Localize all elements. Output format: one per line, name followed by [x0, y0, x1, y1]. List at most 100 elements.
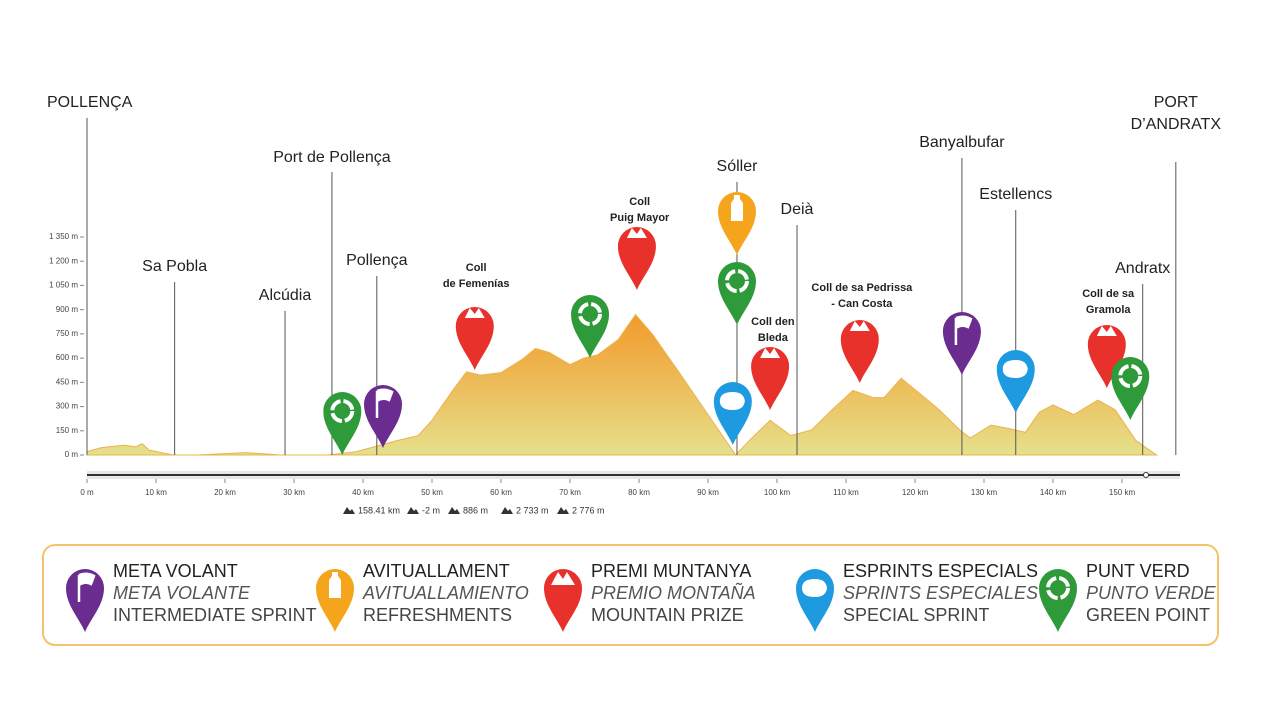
- x-tick-label: 30 km: [283, 488, 305, 497]
- x-tick-label: 50 km: [421, 488, 443, 497]
- y-tick-label: 600 m: [56, 353, 79, 362]
- x-tick-label: 80 km: [628, 488, 650, 497]
- y-tick-label: 0 m: [65, 450, 79, 459]
- sprint-icon: [802, 579, 827, 597]
- pin-body: [840, 320, 879, 383]
- elevation-area: [86, 313, 1159, 456]
- mountain-icon: [849, 321, 870, 331]
- pin-body: [455, 307, 494, 370]
- x-tick-label: 60 km: [490, 488, 512, 497]
- stat-label: 158.41 km: [358, 505, 400, 515]
- y-tick-label: 450 m: [56, 377, 79, 386]
- stat-icon: [501, 507, 513, 514]
- mountain-icon: [1096, 326, 1117, 336]
- stat-icon: [343, 507, 355, 514]
- pin-body: [1111, 357, 1150, 420]
- legend-text: INTERMEDIATE SPRINT: [113, 605, 317, 625]
- recycle-icon: [1118, 364, 1143, 388]
- pin-body: [571, 295, 610, 358]
- climb-label: Puig Mayor: [610, 212, 670, 224]
- marker-pin: [942, 312, 981, 375]
- legend-text: REFRESHMENTS: [363, 605, 512, 625]
- x-tick-label: 20 km: [214, 488, 236, 497]
- y-tick-label: 1 200 m: [49, 256, 78, 265]
- pin-body: [617, 227, 656, 290]
- x-tick-label: 100 km: [764, 488, 791, 497]
- y-tick-label: 1 350 m: [49, 232, 78, 241]
- place-label: Sa Pobla: [142, 258, 207, 275]
- recycle-icon: [330, 399, 355, 423]
- stat-label: 2 733 m: [516, 505, 549, 515]
- legend-text: META VOLANTE: [113, 583, 251, 603]
- finish-dot: [1143, 472, 1149, 478]
- x-tick-label: 10 km: [145, 488, 167, 497]
- mountain-icon: [464, 308, 485, 318]
- x-tick-label: 110 km: [833, 488, 859, 497]
- marker-pin: [455, 307, 494, 370]
- y-tick-label: 750 m: [56, 329, 79, 338]
- place-label: D’ANDRATX: [1131, 116, 1222, 133]
- x-tick-label: 90 km: [697, 488, 719, 497]
- y-tick-label: 150 m: [56, 426, 79, 435]
- stat-label: -2 m: [422, 505, 440, 515]
- marker-pin: [717, 262, 756, 325]
- marker-pin: [544, 569, 582, 632]
- pin-body: [323, 392, 362, 455]
- climb-label: Coll de sa: [1082, 288, 1135, 300]
- marker-pin: [571, 295, 610, 358]
- stat-icon: [407, 507, 419, 514]
- climb-label: Gramola: [1086, 304, 1132, 316]
- pin-body: [316, 569, 354, 632]
- marker-pin: [323, 392, 362, 455]
- place-label: POLLENÇA: [47, 94, 133, 111]
- bottle-icon: [329, 572, 341, 598]
- place-label: Deià: [781, 201, 814, 218]
- pin-body: [942, 312, 981, 375]
- legend-text: AVITUALLAMENT: [363, 561, 510, 581]
- y-tick-label: 900 m: [56, 305, 79, 314]
- y-tick-label: 1 050 m: [49, 281, 78, 290]
- climb-label: Coll: [466, 262, 487, 274]
- marker-pin: [796, 569, 834, 632]
- marker-pin: [996, 350, 1035, 413]
- marker-pin: [617, 227, 656, 290]
- place-label: PORT: [1154, 94, 1198, 111]
- recycle-icon: [578, 302, 603, 326]
- place-label: Banyalbufar: [919, 134, 1005, 151]
- x-tick-label: 140 km: [1040, 488, 1067, 497]
- x-tick-label: 70 km: [559, 488, 581, 497]
- marker-pin: [1039, 569, 1077, 632]
- place-label: Port de Pollença: [273, 149, 391, 166]
- marker-pin: [713, 382, 752, 445]
- pin-body: [364, 385, 403, 448]
- legend-text: META VOLANT: [113, 561, 238, 581]
- marker-pin: [751, 347, 790, 410]
- legend-text: MOUNTAIN PRIZE: [591, 605, 744, 625]
- marker-pin: [717, 192, 756, 255]
- legend-text: PREMIO MONTAÑA: [591, 582, 756, 603]
- marker-pin: [66, 569, 104, 632]
- legend-text: PUNTO VERDE: [1086, 583, 1217, 603]
- legend-text: SPRINTS ESPECIALES: [843, 583, 1038, 603]
- climb-label: Coll den: [751, 316, 795, 328]
- bottle-icon: [730, 195, 743, 221]
- place-label: Alcúdia: [259, 287, 312, 304]
- flag-icon: [375, 388, 394, 418]
- flag-icon: [954, 315, 973, 345]
- legend-text: PUNT VERD: [1086, 561, 1190, 581]
- y-tick-label: 300 m: [56, 402, 79, 411]
- recycle-icon: [1046, 576, 1070, 600]
- pin-body: [1087, 325, 1126, 388]
- x-tick-label: 40 km: [352, 488, 374, 497]
- legend-text: ESPRINTS ESPECIALS: [843, 561, 1038, 581]
- place-label: Sóller: [717, 158, 759, 175]
- climb-label: - Can Costa: [831, 298, 893, 310]
- stat-label: 886 m: [463, 505, 488, 515]
- marker-pin: [840, 320, 879, 383]
- legend-text: SPECIAL SPRINT: [843, 605, 989, 625]
- marker-pin: [316, 569, 354, 632]
- recycle-icon: [724, 269, 749, 293]
- pin-body: [717, 192, 756, 255]
- climb-label: de Femenías: [443, 278, 510, 290]
